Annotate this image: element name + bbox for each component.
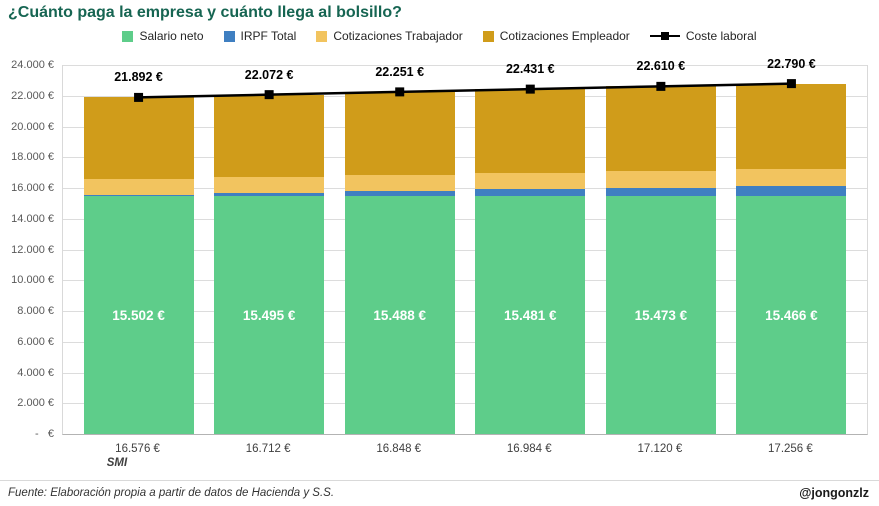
bar-segment-salario-neto <box>83 195 194 434</box>
legend-item-irpf-total: IRPF Total <box>223 29 297 43</box>
y-tick-label: 20.000 € <box>11 120 54 133</box>
line-value-label: 22.251 € <box>375 64 425 79</box>
legend-item-coste-laboral: Coste laboral <box>649 29 757 43</box>
legend-swatch-icon <box>482 30 494 42</box>
x-tick-label: 17.256 € <box>768 443 813 455</box>
bar-segment-salario-neto <box>475 195 586 434</box>
gridline <box>63 311 867 312</box>
y-tick-label: 12.000 € <box>11 243 54 256</box>
gridline <box>63 157 867 159</box>
bar-segment-irpf-total <box>605 187 716 197</box>
y-tick-label: 18.000 € <box>11 151 54 164</box>
line-value-label: 22.072 € <box>244 67 294 82</box>
y-tick-label: 6.000 € <box>17 335 54 348</box>
y-tick-label: 16.000 € <box>11 182 54 194</box>
x-tick-label: 16.984 € <box>506 443 552 455</box>
y-tick-label: 22.000 € <box>11 89 54 102</box>
legend-label: Cotizaciones Empleador <box>499 29 630 43</box>
line-value-label: 22.790 € <box>767 56 816 71</box>
x-axis-note-smi: SMI <box>106 457 128 469</box>
gridline <box>63 403 867 405</box>
y-tick-label: - € <box>35 428 54 440</box>
footer-handle: @jongonzlz <box>799 486 869 500</box>
bar-segment-cotizaciones-empleador <box>475 89 586 173</box>
y-tick-label: 4.000 € <box>17 366 54 379</box>
x-tick-label: 16.712 € <box>245 443 291 455</box>
bar-segment-salario-neto <box>736 196 847 434</box>
chart-legend: Salario neto IRPF Total Cotizaciones Traba… <box>0 29 879 43</box>
bar-segment-cotizaciones-empleador <box>605 86 716 171</box>
legend-label: Cotizaciones Trabajador <box>333 29 463 43</box>
bar-segment-cotizaciones-trabajador <box>214 177 325 194</box>
bar-segment-cotizaciones-empleador <box>214 94 325 178</box>
legend-swatch-icon <box>223 30 235 42</box>
legend-item-cotizaciones-trabajador: Cotizaciones Trabajador <box>316 29 463 43</box>
legend-label: Salario neto <box>139 29 204 43</box>
stacked-bar-2: 15.495 € <box>214 65 325 434</box>
bar-segment-salario-neto <box>214 195 325 434</box>
legend-swatch-icon <box>122 30 134 42</box>
gridline <box>63 218 867 220</box>
plot-area: 15.502 € 15.495 € 15.488 € 15.481 € 15.473 €… <box>62 57 868 435</box>
y-tick-label: 10.000 € <box>11 274 54 287</box>
bar-segment-irpf-total <box>736 185 847 197</box>
legend-label: Coste laboral <box>685 29 757 43</box>
bar-segment-cotizaciones-trabajador <box>605 170 716 188</box>
footer-divider <box>0 480 879 481</box>
x-tick-label: 16.848 € <box>376 443 422 455</box>
gridline <box>63 280 867 282</box>
bar-segment-irpf-total <box>344 191 455 196</box>
bar-value-label: 15.473 € <box>634 308 688 324</box>
stacked-bar-1: 15.502 € <box>83 65 194 434</box>
gridline <box>63 341 867 343</box>
bar-segment-irpf-total <box>475 189 586 196</box>
bar-segment-cotizaciones-trabajador <box>83 179 194 196</box>
y-tick-label: 24.000 € <box>11 59 54 71</box>
legend-item-salario-neto: Salario neto <box>122 29 204 43</box>
footer-source: Fuente: Elaboración propia a partir de d… <box>8 487 335 499</box>
y-tick-label: 2.000 € <box>17 397 54 410</box>
line-value-label: 21.892 € <box>114 70 163 85</box>
bar-value-label: 15.488 € <box>373 307 426 323</box>
gridline <box>63 188 867 189</box>
bar-segment-cotizaciones-trabajador <box>344 174 455 192</box>
bar-value-label: 15.502 € <box>112 307 165 323</box>
legend-line-marker-icon <box>649 30 680 42</box>
bar-segment-cotizaciones-trabajador <box>736 168 847 186</box>
x-tick-label: 17.120 € <box>637 443 683 455</box>
stacked-bar-3: 15.488 € <box>344 65 455 434</box>
bar-segment-cotizaciones-empleador <box>736 83 847 169</box>
legend-swatch-icon <box>316 30 328 42</box>
bar-segment-cotizaciones-empleador <box>83 97 194 180</box>
x-tick-label: 16.576 € <box>115 443 160 455</box>
line-value-label: 22.431 € <box>505 62 555 77</box>
chart-title: ¿Cuánto paga la empresa y cuánto llega a… <box>8 4 402 21</box>
legend-label: IRPF Total <box>240 29 297 43</box>
bar-value-label: 15.481 € <box>504 308 557 323</box>
bar-value-label: 15.466 € <box>765 308 818 324</box>
gridline <box>63 126 867 128</box>
stacked-bar-6: 15.466 € <box>736 65 847 434</box>
y-tick-label: 8.000 € <box>17 305 54 317</box>
stacked-bar-5: 15.473 € <box>605 65 716 434</box>
bar-segment-salario-neto <box>605 196 716 434</box>
gridline <box>63 372 867 374</box>
line-value-label: 22.610 € <box>636 59 686 74</box>
gridline <box>63 65 867 66</box>
stacked-bar-4: 15.481 € <box>475 65 586 434</box>
bar-segment-cotizaciones-empleador <box>344 91 455 175</box>
y-tick-label: 14.000 € <box>11 212 54 225</box>
gridline <box>63 249 867 251</box>
bar-segment-salario-neto <box>344 195 455 434</box>
bar-segment-cotizaciones-trabajador <box>475 172 586 190</box>
bar-segment-irpf-total <box>214 193 325 196</box>
bar-value-label: 15.495 € <box>242 307 296 323</box>
legend-item-cotizaciones-empleador: Cotizaciones Empleador <box>482 29 630 43</box>
